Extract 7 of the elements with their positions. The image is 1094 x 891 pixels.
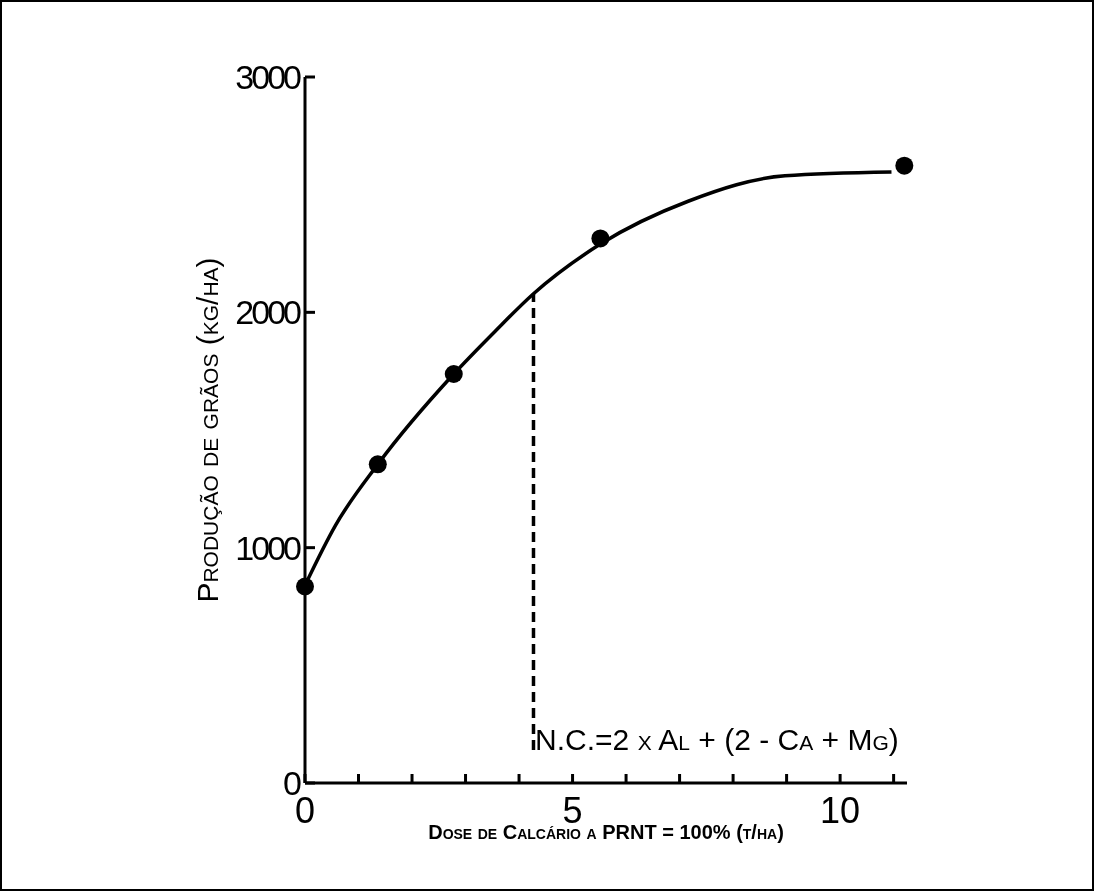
x-tick-label: 10 (820, 790, 861, 831)
point (895, 156, 914, 175)
y-tick-label: 2000 (235, 293, 302, 332)
annotation: N.C.=2 x Al + (2 - Ca + Mg) (535, 723, 899, 757)
y-axis-title: Produção de grãos (kg/ha) (191, 257, 224, 603)
y-tick-label: 3000 (235, 57, 302, 96)
y-tick-label: 1000 (235, 528, 302, 567)
